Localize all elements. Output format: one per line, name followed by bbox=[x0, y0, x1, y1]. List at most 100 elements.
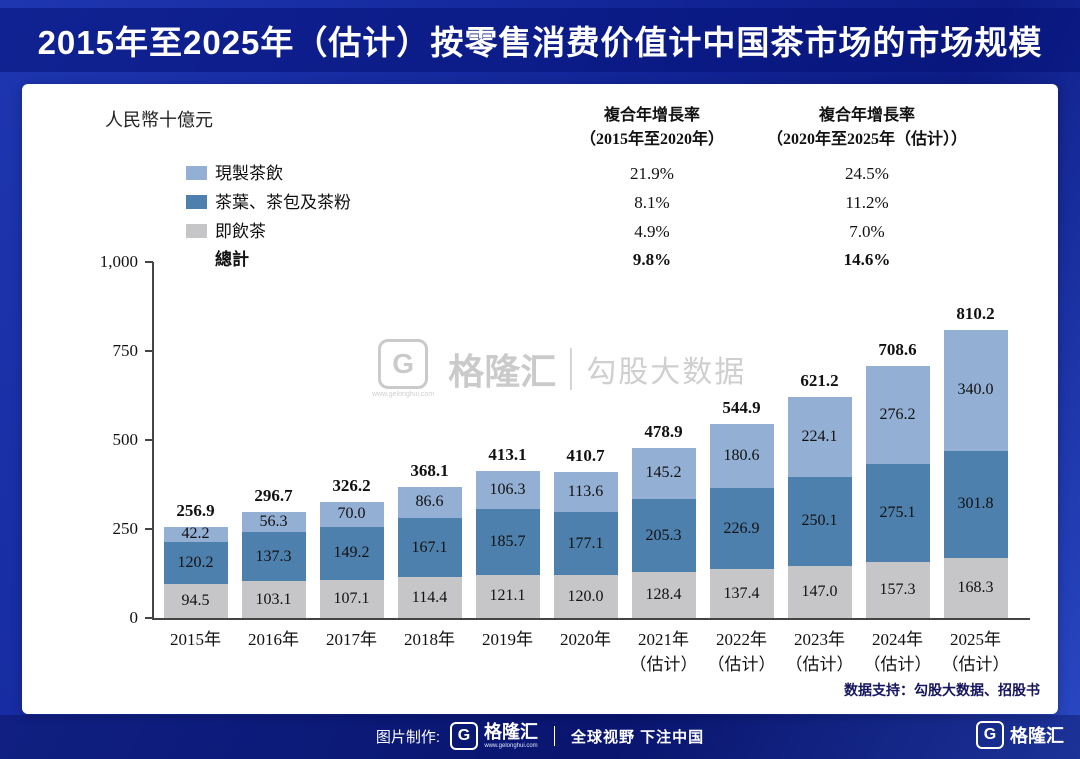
footer-separator bbox=[554, 726, 555, 746]
y-tick-mark bbox=[145, 261, 153, 263]
legend-row-tea-leaf: 茶葉、茶包及茶粉 8.1% 11.2% bbox=[22, 191, 1058, 215]
bar-total-label: 621.2 bbox=[800, 370, 839, 390]
legend-swatch-tea-leaf bbox=[186, 195, 207, 209]
bar-segment-茶葉、茶包及茶粉: 226.9 bbox=[709, 488, 774, 570]
legend-row-total: 總計 9.8% 14.6% bbox=[22, 248, 1058, 272]
bar-segment-value: 107.1 bbox=[333, 589, 370, 607]
gelonghui-g-icon: G bbox=[378, 339, 429, 389]
bar-segment-value: 301.8 bbox=[957, 495, 994, 513]
bar-segment-茶葉、茶包及茶粉: 250.1 bbox=[787, 476, 852, 566]
x-axis-category-label: 2017年 bbox=[326, 630, 377, 649]
bar-total-label: 810.2 bbox=[956, 303, 995, 323]
made-by-label: 图片制作: bbox=[375, 728, 440, 746]
footer-credit: 图片制作: G 格隆汇 www.gelonghui.com 全球视野 下注中国 bbox=[0, 721, 1080, 751]
bar-segment-value: 185.7 bbox=[489, 532, 526, 550]
watermark-subtitle: 勾股大数据 bbox=[586, 355, 747, 389]
watermark: G www.gelonghui.com 格隆汇 勾股大数据 bbox=[372, 339, 746, 398]
bar-segment-value: 137.4 bbox=[723, 584, 760, 602]
bar-segment-value: 226.9 bbox=[723, 519, 760, 537]
bar-total-label: 478.9 bbox=[644, 421, 683, 441]
bar-segment-現製茶飲: 70.0 bbox=[319, 501, 384, 527]
bar-segment-value: 180.6 bbox=[723, 447, 760, 465]
y-tick-label: 750 bbox=[112, 341, 139, 360]
legend-swatch-rtd-tea bbox=[186, 224, 207, 238]
bar-segment-現製茶飲: 113.6 bbox=[553, 471, 618, 513]
watermark-brand: 格隆汇 bbox=[448, 350, 557, 392]
gelonghui-g-icon: G bbox=[450, 722, 478, 750]
cagr-value-2: 14.6% bbox=[843, 250, 891, 269]
bar-segment-現製茶飲: 224.1 bbox=[787, 396, 852, 477]
cagr-value-2: 7.0% bbox=[849, 222, 885, 241]
bar-segment-value: 94.5 bbox=[181, 592, 210, 610]
x-axis-category-label: 2022年 （估计） bbox=[707, 630, 776, 674]
bar-segment-value: 137.3 bbox=[255, 547, 292, 565]
bar-segment-現製茶飲: 340.0 bbox=[943, 329, 1008, 451]
page-title: 2015年至2025年（估计）按零售消费价值计中国茶市场的市场规模 bbox=[37, 24, 1043, 61]
bar-segment-即飲茶: 128.4 bbox=[631, 572, 696, 618]
bar-total-label: 256.9 bbox=[176, 500, 215, 520]
bar-segment-茶葉、茶包及茶粉: 205.3 bbox=[631, 499, 696, 573]
y-axis bbox=[152, 262, 154, 619]
bar-segment-茶葉、茶包及茶粉: 275.1 bbox=[865, 464, 930, 562]
bar-segment-value: 70.0 bbox=[337, 505, 366, 523]
legend-swatch-fresh-tea bbox=[186, 166, 207, 180]
bar-segment-即飲茶: 107.1 bbox=[319, 579, 384, 618]
bar-segment-value: 224.1 bbox=[801, 427, 838, 445]
footer-band bbox=[0, 715, 1080, 759]
watermark-divider bbox=[570, 347, 573, 390]
bar-segment-茶葉、茶包及茶粉: 167.1 bbox=[397, 517, 462, 578]
bar-segment-茶葉、茶包及茶粉: 137.3 bbox=[241, 532, 306, 582]
bar-segment-value: 128.4 bbox=[645, 586, 682, 604]
cagr-value-1: 21.9% bbox=[630, 164, 674, 183]
bar-total-label: 326.2 bbox=[332, 475, 371, 495]
bar-segment-茶葉、茶包及茶粉: 301.8 bbox=[943, 450, 1008, 559]
corner-logo: G 格隆汇 bbox=[976, 721, 1064, 749]
bar-segment-value: 275.1 bbox=[879, 504, 916, 522]
legend-label: 茶葉、茶包及茶粉 bbox=[215, 193, 351, 212]
bar-segment-value: 149.2 bbox=[333, 544, 370, 562]
y-tick-label: 500 bbox=[112, 430, 139, 449]
bar-total-label: 368.1 bbox=[410, 460, 449, 480]
bar-total-label: 708.6 bbox=[878, 339, 917, 359]
bar-segment-即飲茶: 103.1 bbox=[241, 581, 306, 618]
cagr-value-2: 11.2% bbox=[845, 193, 889, 212]
bar-segment-value: 120.2 bbox=[177, 553, 214, 571]
bar-segment-茶葉、茶包及茶粉: 177.1 bbox=[553, 512, 618, 576]
legend-label: 現製茶飲 bbox=[215, 164, 283, 183]
cagr-header-2015-2020: 複合年增長率 （2015年至2020年） bbox=[579, 107, 724, 148]
gelonghui-g-icon: G bbox=[976, 721, 1004, 749]
legend-label: 即飲茶 bbox=[215, 222, 266, 241]
gelonghui-brand: 格隆汇 bbox=[484, 722, 538, 742]
bar-segment-即飲茶: 121.1 bbox=[475, 574, 540, 618]
x-axis-category-label: 2015年 bbox=[170, 630, 221, 649]
x-axis-category-label: 2023年 （估计） bbox=[785, 630, 854, 674]
gelonghui-url: www.gelonghui.com bbox=[484, 743, 538, 749]
bar-segment-value: 120.0 bbox=[567, 587, 604, 605]
bar-segment-value: 56.3 bbox=[259, 513, 288, 531]
footer-slogan: 全球视野 下注中国 bbox=[571, 728, 705, 746]
chart-card: 人民幣十億元 複合年增長率 （2015年至2020年） 複合年增長率 （2020… bbox=[22, 84, 1058, 714]
y-tick-label: 250 bbox=[112, 519, 139, 538]
data-source-note: 数据支持：勾股大数据、招股书 bbox=[844, 682, 1040, 698]
legend-row-fresh-tea: 現製茶飲 21.9% 24.5% bbox=[22, 162, 1058, 186]
watermark-url: www.gelonghui.com bbox=[372, 391, 435, 398]
watermark-logo: G www.gelonghui.com bbox=[372, 339, 434, 398]
y-tick-mark bbox=[145, 617, 153, 619]
bar-segment-即飲茶: 137.4 bbox=[709, 569, 774, 618]
x-axis-category-label: 2024年 （估计） bbox=[863, 630, 932, 674]
y-tick-label: 0 bbox=[129, 608, 139, 627]
y-tick-mark bbox=[145, 350, 153, 352]
gelonghui-logo: G 格隆汇 www.gelonghui.com bbox=[450, 722, 538, 750]
legend-label-total: 總計 bbox=[215, 250, 249, 269]
bar-segment-即飲茶: 120.0 bbox=[553, 575, 618, 618]
bar-segment-value: 145.2 bbox=[645, 464, 682, 482]
legend-row-rtd-tea: 即飲茶 4.9% 7.0% bbox=[22, 220, 1058, 244]
x-axis-category-label: 2025年 （估计） bbox=[941, 630, 1010, 674]
bar-segment-現製茶飲: 42.2 bbox=[163, 526, 228, 542]
cagr-value-2: 24.5% bbox=[845, 164, 889, 183]
bar-segment-現製茶飲: 86.6 bbox=[397, 486, 462, 518]
bar-segment-即飲茶: 157.3 bbox=[865, 562, 930, 618]
cagr-value-1: 9.8% bbox=[632, 250, 672, 269]
y-axis-unit-label: 人民幣十億元 bbox=[105, 110, 213, 130]
